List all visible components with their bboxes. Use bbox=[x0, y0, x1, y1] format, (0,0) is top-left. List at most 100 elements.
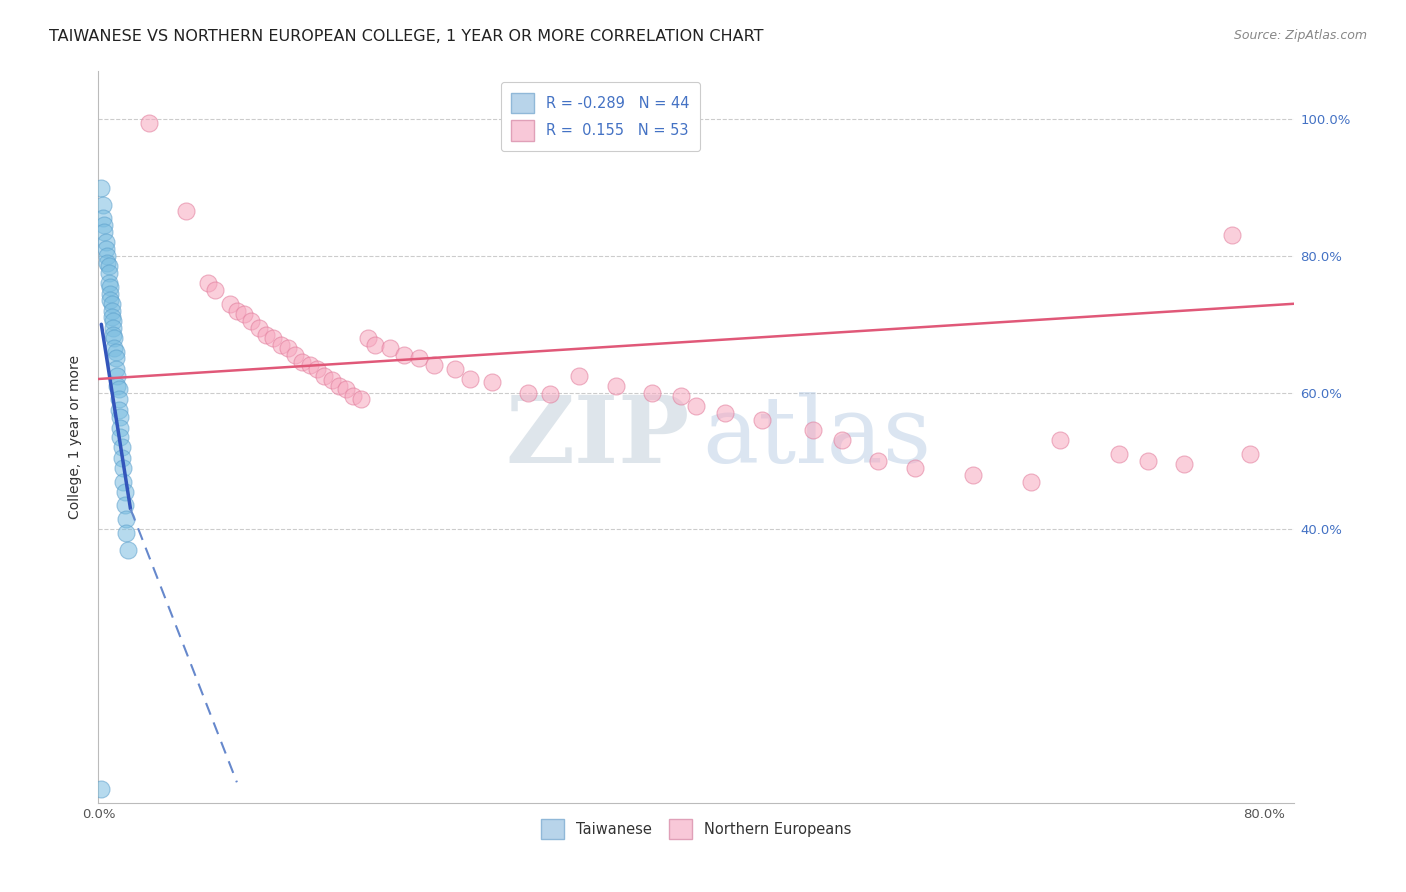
Legend: Taiwanese, Northern Europeans: Taiwanese, Northern Europeans bbox=[533, 812, 859, 847]
Point bbox=[97, 259, 120, 273]
Point bbox=[240, 314, 263, 328]
Point bbox=[270, 338, 292, 352]
Point bbox=[751, 413, 773, 427]
Point bbox=[101, 320, 124, 334]
Point bbox=[1173, 458, 1195, 472]
Point bbox=[100, 297, 122, 311]
Point bbox=[111, 450, 134, 465]
Point bbox=[138, 115, 160, 129]
Point bbox=[110, 421, 132, 435]
Point bbox=[103, 341, 125, 355]
Point bbox=[101, 327, 124, 342]
Point bbox=[101, 314, 124, 328]
Point bbox=[291, 355, 314, 369]
Point bbox=[104, 344, 127, 359]
Point bbox=[100, 303, 122, 318]
Point bbox=[357, 331, 380, 345]
Point bbox=[277, 341, 299, 355]
Point bbox=[97, 266, 120, 280]
Point bbox=[364, 338, 387, 352]
Point bbox=[350, 392, 373, 407]
Point bbox=[94, 242, 117, 256]
Point bbox=[247, 320, 270, 334]
Point bbox=[328, 379, 350, 393]
Point bbox=[98, 293, 121, 308]
Point bbox=[111, 440, 134, 454]
Point bbox=[98, 279, 121, 293]
Point bbox=[115, 525, 138, 540]
Point bbox=[831, 434, 853, 448]
Point bbox=[671, 389, 693, 403]
Point bbox=[1049, 434, 1071, 448]
Point bbox=[408, 351, 430, 366]
Point bbox=[114, 499, 136, 513]
Point bbox=[641, 385, 664, 400]
Point bbox=[685, 400, 707, 414]
Point bbox=[517, 385, 540, 400]
Point bbox=[605, 379, 627, 393]
Point bbox=[568, 368, 591, 383]
Point bbox=[174, 204, 197, 219]
Point bbox=[117, 542, 139, 557]
Point bbox=[91, 211, 114, 226]
Point bbox=[104, 361, 127, 376]
Point bbox=[444, 361, 467, 376]
Point bbox=[394, 348, 416, 362]
Point bbox=[94, 235, 117, 250]
Point bbox=[1220, 228, 1243, 243]
Point bbox=[801, 423, 824, 437]
Point bbox=[298, 359, 321, 373]
Point bbox=[335, 382, 357, 396]
Point bbox=[1108, 447, 1130, 461]
Point bbox=[262, 331, 284, 345]
Point bbox=[110, 430, 132, 444]
Point bbox=[218, 297, 240, 311]
Point bbox=[342, 389, 364, 403]
Point bbox=[93, 225, 115, 239]
Point bbox=[93, 218, 115, 232]
Point bbox=[103, 331, 125, 345]
Point bbox=[96, 256, 118, 270]
Point bbox=[314, 368, 336, 383]
Point bbox=[233, 307, 256, 321]
Point bbox=[225, 303, 247, 318]
Point bbox=[91, 197, 114, 211]
Point bbox=[422, 359, 444, 373]
Point bbox=[197, 277, 219, 291]
Y-axis label: College, 1 year or more: College, 1 year or more bbox=[69, 355, 83, 519]
Point bbox=[110, 409, 132, 424]
Text: Source: ZipAtlas.com: Source: ZipAtlas.com bbox=[1233, 29, 1367, 42]
Point bbox=[108, 382, 131, 396]
Point bbox=[305, 361, 328, 376]
Point bbox=[538, 387, 561, 401]
Point bbox=[378, 341, 401, 355]
Text: atlas: atlas bbox=[702, 392, 931, 482]
Point bbox=[97, 277, 120, 291]
Point bbox=[868, 454, 890, 468]
Point bbox=[1019, 475, 1042, 489]
Point bbox=[1239, 447, 1261, 461]
Point bbox=[458, 372, 481, 386]
Point bbox=[903, 460, 925, 475]
Text: TAIWANESE VS NORTHERN EUROPEAN COLLEGE, 1 YEAR OR MORE CORRELATION CHART: TAIWANESE VS NORTHERN EUROPEAN COLLEGE, … bbox=[49, 29, 763, 44]
Point bbox=[108, 392, 131, 407]
Point bbox=[104, 351, 127, 366]
Point bbox=[112, 475, 135, 489]
Point bbox=[90, 180, 112, 194]
Point bbox=[98, 286, 121, 301]
Point bbox=[112, 460, 135, 475]
Point bbox=[108, 402, 131, 417]
Point bbox=[321, 373, 343, 387]
Point bbox=[204, 283, 226, 297]
Point bbox=[962, 467, 984, 482]
Point bbox=[481, 376, 503, 390]
Point bbox=[114, 484, 136, 499]
Point bbox=[714, 406, 737, 420]
Point bbox=[90, 782, 112, 797]
Point bbox=[105, 368, 128, 383]
Point bbox=[100, 310, 122, 325]
Point bbox=[115, 512, 138, 526]
Point bbox=[254, 327, 277, 342]
Point bbox=[105, 379, 128, 393]
Point bbox=[96, 249, 118, 263]
